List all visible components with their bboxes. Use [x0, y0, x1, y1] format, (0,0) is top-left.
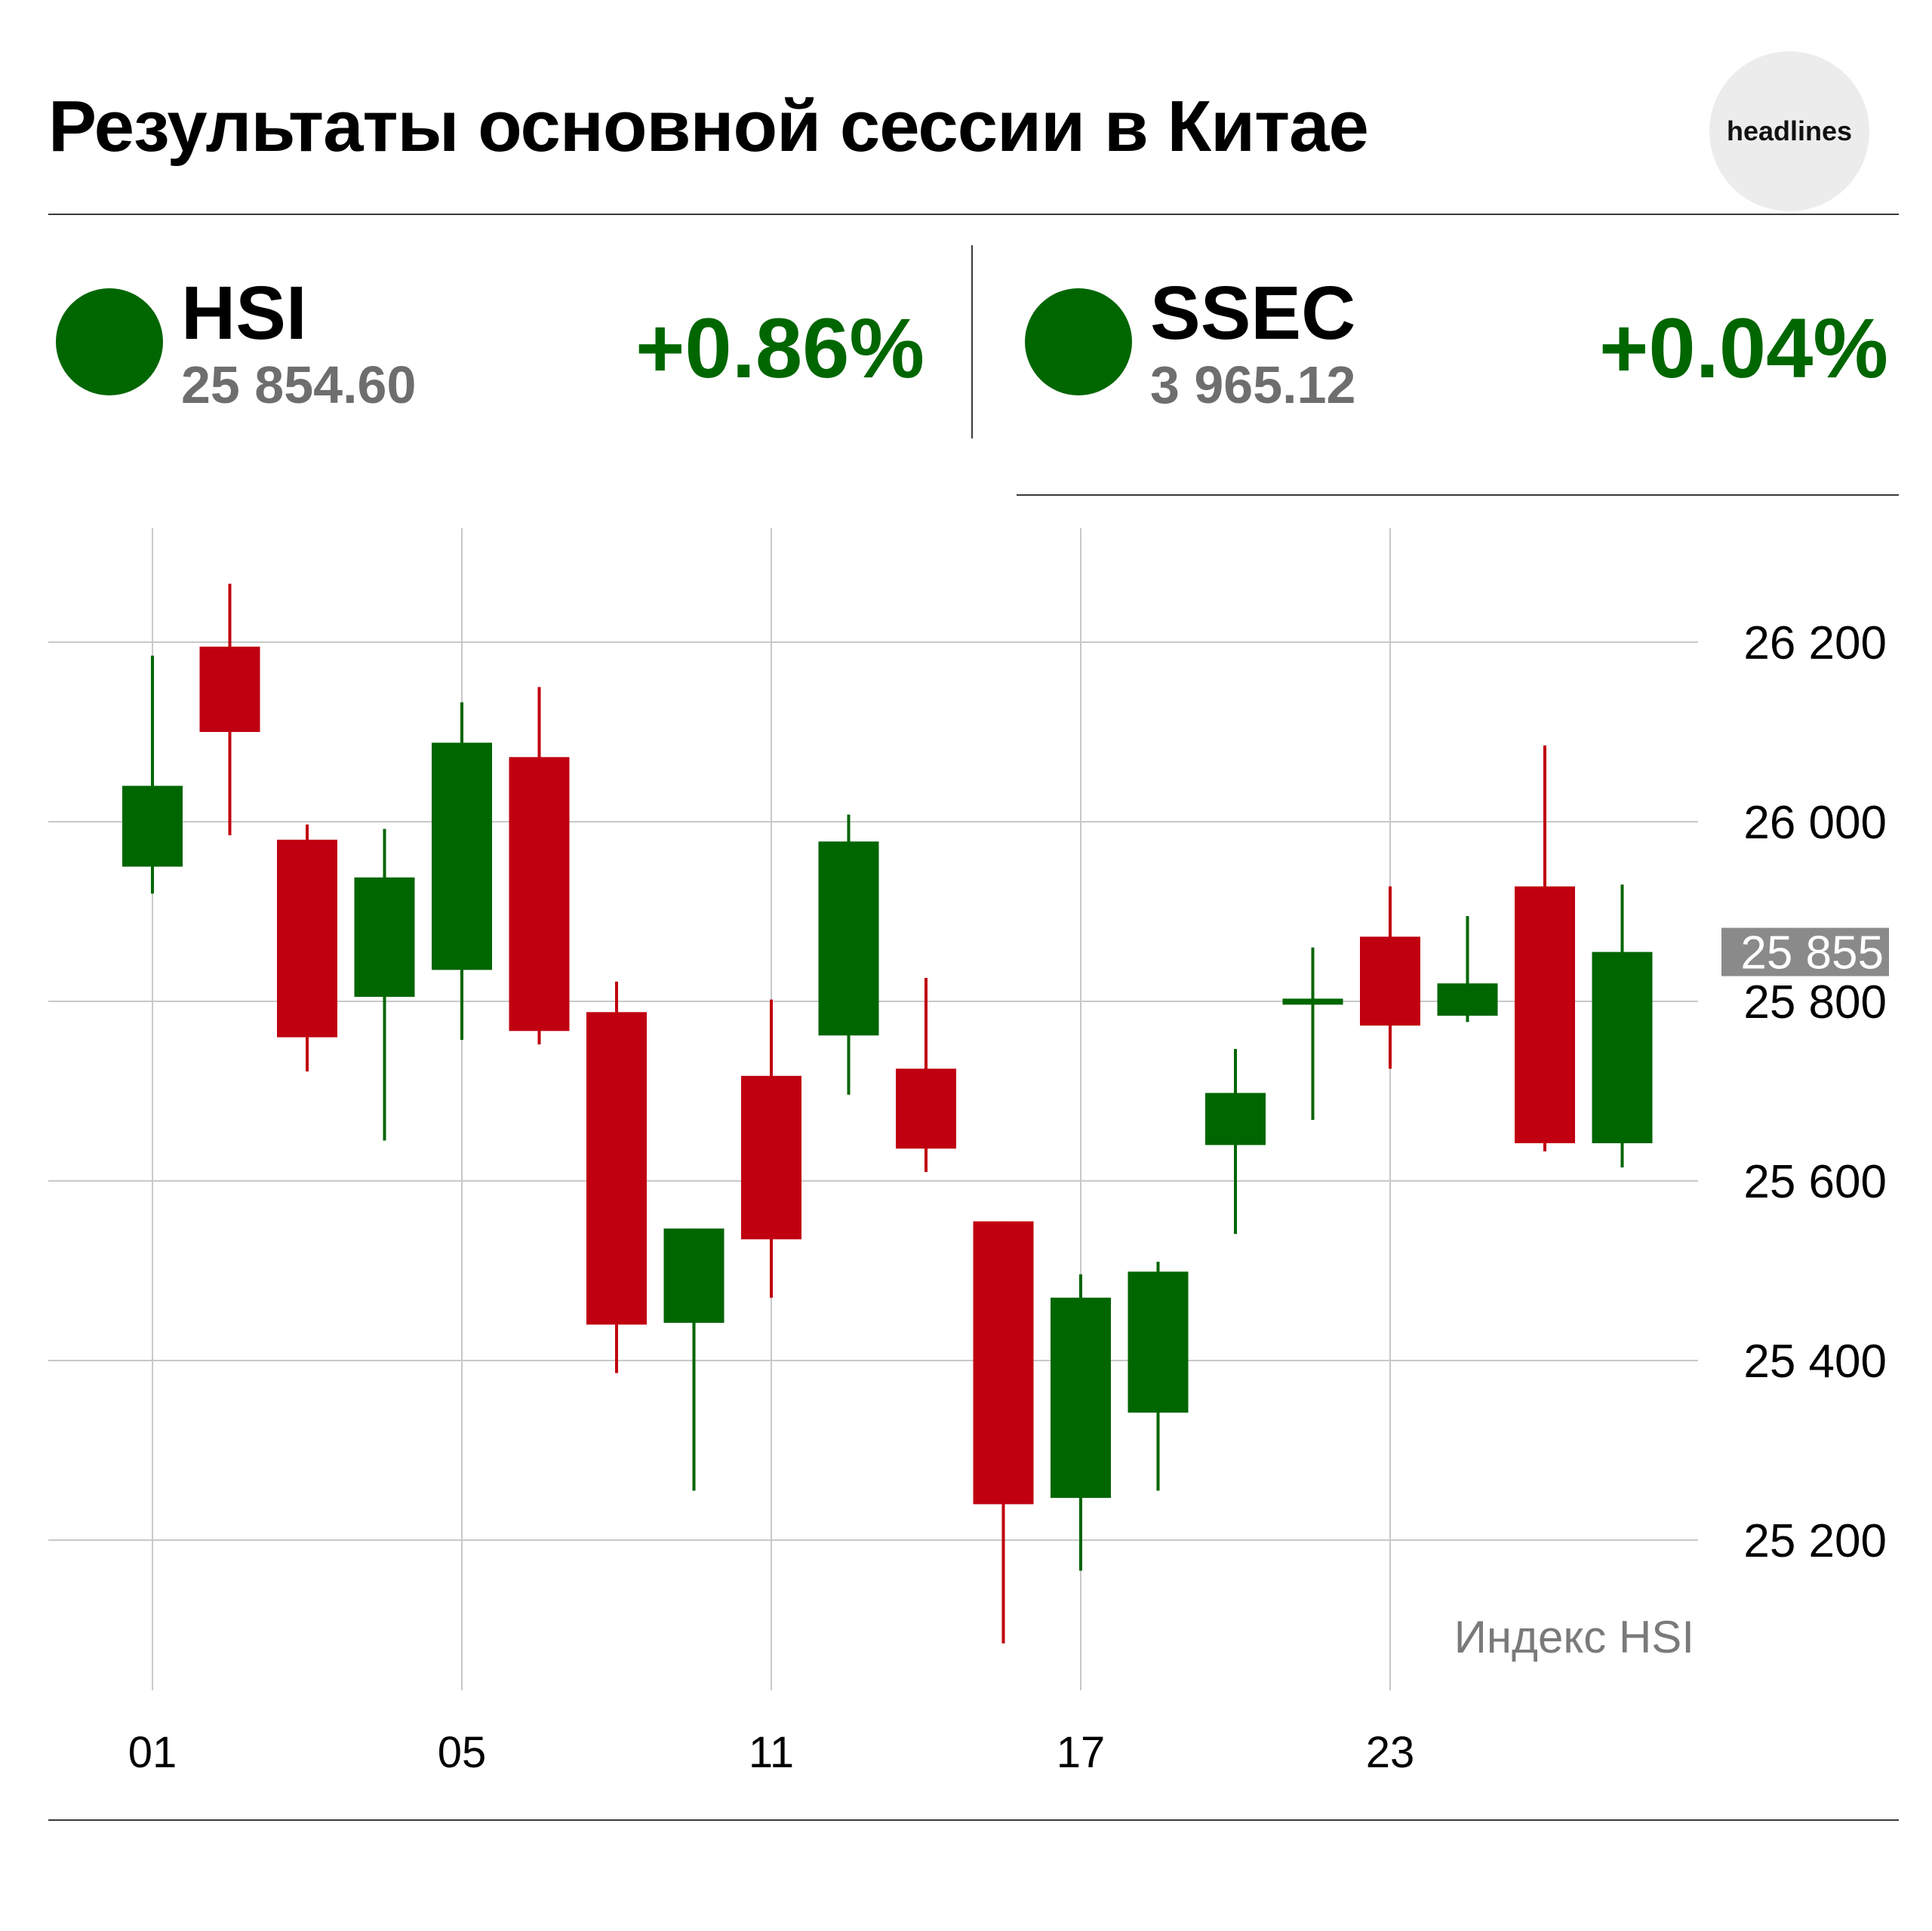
- headlines-logo: headlines: [1709, 51, 1869, 211]
- candle-body: [1282, 998, 1343, 1005]
- series-label: Индекс HSI: [1454, 1612, 1694, 1662]
- candle-body: [973, 1221, 1034, 1505]
- ssec-value: 3 965.12: [1150, 355, 1356, 414]
- hsi-ticker: HSI: [181, 271, 307, 355]
- x-tick-label: 17: [1057, 1728, 1106, 1777]
- candle-body: [1515, 886, 1575, 1144]
- x-tick-label: 05: [438, 1728, 487, 1777]
- y-tick-label: 25 400: [1743, 1336, 1887, 1388]
- candle-body: [586, 1012, 647, 1325]
- candle-body: [1051, 1297, 1111, 1499]
- candle-body: [1205, 1093, 1266, 1145]
- hsi-status-dot: [56, 288, 163, 395]
- hsi-change: +0.86%: [635, 301, 924, 395]
- candle-body: [354, 877, 415, 998]
- candle-body: [1128, 1271, 1189, 1413]
- candle-body: [277, 839, 337, 1038]
- y-tick-label: 26 200: [1743, 617, 1887, 669]
- candle-body: [896, 1069, 956, 1149]
- candle-body: [509, 757, 570, 1032]
- summary-bottom-divider: [1017, 494, 1899, 496]
- y-tick-label: 25 800: [1743, 976, 1887, 1029]
- candle-body: [122, 786, 183, 867]
- page-title: Результаты основной сессии в Китае: [48, 86, 1369, 167]
- footer-divider: [48, 1819, 1899, 1821]
- candle-body: [1360, 936, 1420, 1026]
- ssec-status-dot: [1025, 288, 1132, 395]
- candle-body: [432, 743, 492, 970]
- header-divider: [48, 214, 1899, 215]
- logo-text: headlines: [1726, 115, 1853, 146]
- x-tick-label: 11: [749, 1728, 794, 1777]
- hsi-value: 25 854.60: [181, 355, 417, 414]
- candle-body: [741, 1075, 801, 1240]
- summary-divider: [971, 245, 973, 438]
- y-tick-label: 26 000: [1743, 797, 1887, 849]
- ssec-change: +0.04%: [1599, 301, 1888, 395]
- current-price-label: 25 855: [1740, 927, 1884, 979]
- candle-body: [199, 646, 260, 732]
- candle-body: [1437, 983, 1498, 1016]
- candle-body: [663, 1228, 724, 1324]
- x-tick-label: 23: [1366, 1728, 1415, 1777]
- current-price-badge: [1721, 927, 1889, 976]
- candle-body: [818, 841, 879, 1036]
- y-tick-label: 25 200: [1743, 1515, 1887, 1567]
- x-tick-label: 01: [128, 1728, 177, 1777]
- y-tick-label: 25 600: [1743, 1156, 1887, 1208]
- ssec-ticker: SSEC: [1150, 271, 1356, 355]
- candle-body: [1592, 952, 1653, 1144]
